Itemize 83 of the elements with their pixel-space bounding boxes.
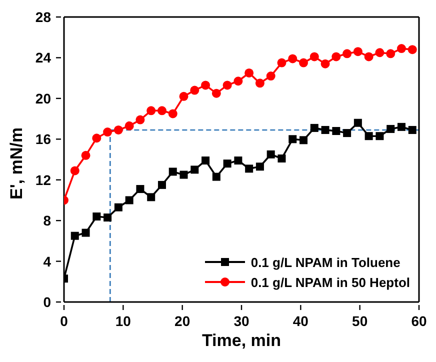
point	[103, 128, 112, 137]
point	[288, 135, 297, 144]
point	[104, 214, 112, 222]
point	[125, 196, 134, 204]
point	[190, 166, 199, 174]
legend-label: 0.1 g/L NPAM in Toluene	[250, 254, 400, 270]
point	[245, 164, 254, 173]
x-tick-label: 0	[60, 313, 68, 329]
point	[342, 49, 352, 58]
point	[201, 80, 210, 90]
point	[157, 106, 166, 116]
point	[158, 180, 166, 189]
point	[266, 150, 275, 158]
point	[408, 45, 417, 54]
point	[168, 109, 178, 118]
point	[310, 52, 319, 62]
point	[212, 88, 221, 98]
x-tick-label: 40	[292, 313, 309, 329]
point	[114, 203, 122, 212]
y-tick-label: 4	[43, 253, 52, 270]
y-tick-label: 24	[35, 50, 52, 66]
point	[234, 76, 243, 86]
point	[376, 132, 384, 140]
point	[266, 72, 276, 81]
point	[124, 121, 134, 130]
point	[202, 156, 210, 165]
point	[255, 78, 264, 88]
y-tick-label: 20	[35, 90, 52, 106]
point	[332, 52, 341, 62]
y-tick-label: 28	[35, 9, 52, 25]
x-tick-label: 20	[174, 313, 190, 329]
x-tick-label: 60	[411, 313, 427, 329]
x-tick-label: 30	[234, 313, 250, 329]
point	[278, 154, 286, 162]
point	[343, 129, 352, 138]
point	[396, 44, 406, 54]
point	[353, 47, 362, 56]
point	[321, 126, 330, 134]
point	[244, 68, 254, 78]
point	[168, 168, 177, 176]
point	[332, 127, 340, 135]
point	[256, 162, 264, 171]
point	[114, 125, 123, 134]
point	[234, 156, 242, 165]
y-tick-label: 0	[43, 294, 52, 310]
y-tick-label: 8	[43, 212, 52, 229]
point	[386, 49, 396, 58]
point	[397, 122, 406, 131]
x-tick-label: 50	[352, 313, 368, 329]
point	[375, 48, 384, 58]
y-tick-label: 12	[35, 172, 52, 188]
point	[82, 228, 90, 237]
point	[354, 118, 362, 127]
point	[277, 58, 286, 68]
point	[299, 58, 308, 68]
point	[147, 193, 156, 202]
point	[70, 232, 79, 240]
point	[180, 170, 188, 179]
point	[92, 134, 102, 143]
point	[300, 136, 308, 144]
point	[310, 124, 318, 132]
point	[179, 92, 188, 101]
y-axis-title: E', mN/m	[7, 127, 26, 200]
point	[136, 185, 144, 194]
point	[212, 172, 220, 181]
point	[223, 160, 232, 168]
point	[190, 86, 200, 95]
y-tick-label: 16	[35, 131, 52, 148]
point	[364, 132, 373, 140]
point	[408, 126, 416, 134]
point	[70, 166, 80, 176]
point	[364, 52, 374, 62]
point	[146, 106, 156, 116]
point	[386, 124, 395, 133]
x-tick-label: 10	[115, 313, 132, 329]
point	[136, 115, 145, 124]
legend-label: 0.1 g/L NPAM in 50 Heptol	[250, 274, 410, 290]
point	[288, 54, 298, 64]
point	[92, 212, 101, 220]
point	[320, 59, 330, 68]
x-axis-title: Time, min	[202, 331, 282, 350]
point	[81, 150, 90, 160]
point	[222, 80, 232, 90]
